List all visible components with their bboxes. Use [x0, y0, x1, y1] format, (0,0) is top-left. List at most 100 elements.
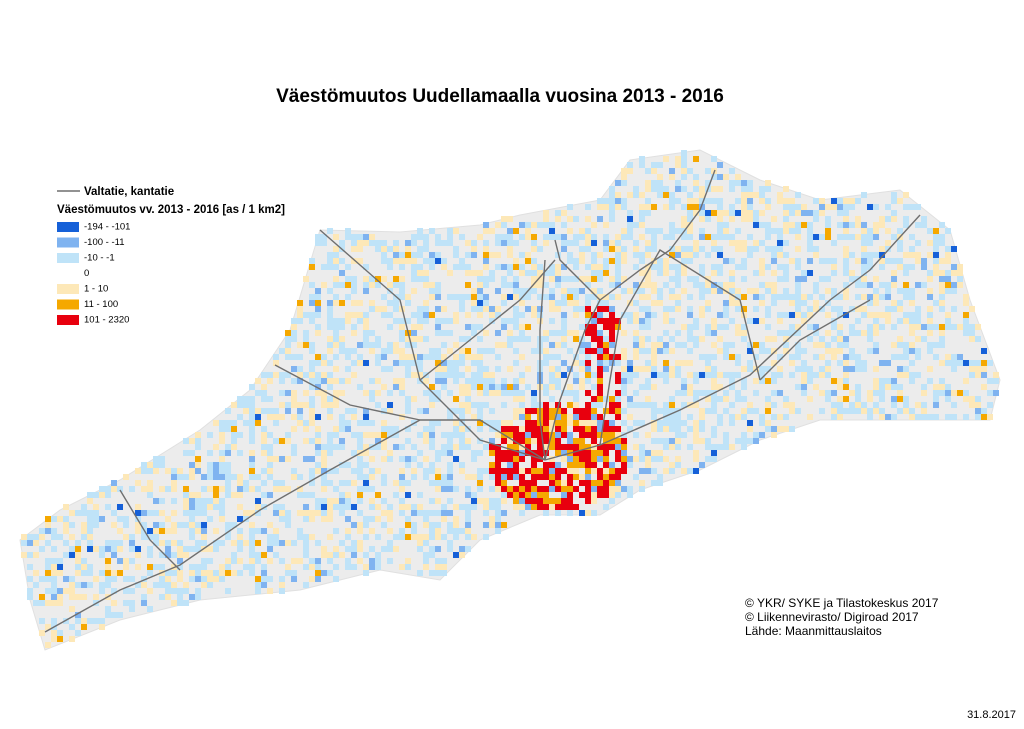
- map-cell: [405, 564, 411, 570]
- map-cell: [507, 492, 513, 498]
- map-cell: [699, 264, 705, 270]
- map-cell: [909, 348, 915, 354]
- map-cell: [261, 432, 267, 438]
- map-cell: [915, 306, 921, 312]
- map-cell: [777, 312, 783, 318]
- map-cell: [309, 474, 315, 480]
- map-cell: [597, 270, 603, 276]
- map-cell: [237, 534, 243, 540]
- map-cell: [747, 438, 753, 444]
- map-cell: [549, 480, 555, 486]
- map-cell: [591, 330, 597, 336]
- map-cell: [537, 426, 543, 432]
- map-cell: [81, 594, 87, 600]
- map-cell: [567, 492, 573, 498]
- map-cell: [141, 510, 147, 516]
- map-cell: [543, 432, 549, 438]
- map-cell: [927, 324, 933, 330]
- map-cell: [105, 606, 111, 612]
- map-cell: [645, 270, 651, 276]
- map-cell: [657, 180, 663, 186]
- map-cell: [567, 276, 573, 282]
- map-cell: [447, 450, 453, 456]
- map-cell: [627, 216, 633, 222]
- map-cell: [723, 258, 729, 264]
- map-cell: [747, 180, 753, 186]
- map-cell: [285, 540, 291, 546]
- map-cell: [417, 372, 423, 378]
- map-cell: [627, 414, 633, 420]
- map-cell: [843, 360, 849, 366]
- map-cell: [645, 228, 651, 234]
- map-cell: [885, 246, 891, 252]
- map-cell: [633, 342, 639, 348]
- map-cell: [723, 348, 729, 354]
- map-cell: [537, 474, 543, 480]
- map-cell: [621, 384, 627, 390]
- map-cell: [465, 438, 471, 444]
- map-cell: [675, 156, 681, 162]
- map-cell: [435, 558, 441, 564]
- map-cell: [453, 342, 459, 348]
- map-cell: [375, 552, 381, 558]
- map-cell: [975, 372, 981, 378]
- map-cell: [333, 234, 339, 240]
- map-cell: [621, 390, 627, 396]
- map-cell: [759, 414, 765, 420]
- map-cell: [441, 486, 447, 492]
- map-cell: [369, 420, 375, 426]
- map-cell: [747, 288, 753, 294]
- map-cell: [705, 324, 711, 330]
- map-cell: [423, 270, 429, 276]
- map-cell: [531, 456, 537, 462]
- map-cell: [561, 456, 567, 462]
- map-cell: [855, 396, 861, 402]
- map-cell: [801, 270, 807, 276]
- map-cell: [573, 426, 579, 432]
- map-cell: [39, 546, 45, 552]
- map-cell: [441, 264, 447, 270]
- map-cell: [453, 354, 459, 360]
- map-cell: [933, 240, 939, 246]
- map-cell: [285, 564, 291, 570]
- map-cell: [249, 462, 255, 468]
- map-cell: [183, 450, 189, 456]
- map-cell: [723, 300, 729, 306]
- map-cell: [429, 432, 435, 438]
- map-cell: [687, 384, 693, 390]
- map-cell: [549, 456, 555, 462]
- map-cell: [81, 534, 87, 540]
- map-cell: [969, 336, 975, 342]
- map-cell: [639, 204, 645, 210]
- map-cell: [639, 456, 645, 462]
- map-cell: [573, 264, 579, 270]
- map-cell: [735, 360, 741, 366]
- map-cell: [891, 354, 897, 360]
- map-cell: [585, 450, 591, 456]
- map-cell: [489, 408, 495, 414]
- map-cell: [591, 468, 597, 474]
- map-cell: [519, 510, 525, 516]
- map-cell: [831, 258, 837, 264]
- map-cell: [345, 480, 351, 486]
- map-cell: [333, 426, 339, 432]
- map-cell: [447, 480, 453, 486]
- map-cell: [495, 312, 501, 318]
- map-cell: [705, 300, 711, 306]
- map-cell: [927, 366, 933, 372]
- map-cell: [429, 282, 435, 288]
- map-cell: [651, 360, 657, 366]
- map-cell: [459, 504, 465, 510]
- map-cell: [387, 540, 393, 546]
- map-cell: [405, 480, 411, 486]
- map-cell: [417, 534, 423, 540]
- map-cell: [507, 216, 513, 222]
- map-cell: [759, 420, 765, 426]
- map-cell: [543, 348, 549, 354]
- map-cell: [543, 216, 549, 222]
- map-cell: [945, 270, 951, 276]
- map-cell: [579, 480, 585, 486]
- map-cell: [453, 420, 459, 426]
- map-cell: [513, 396, 519, 402]
- map-cell: [387, 324, 393, 330]
